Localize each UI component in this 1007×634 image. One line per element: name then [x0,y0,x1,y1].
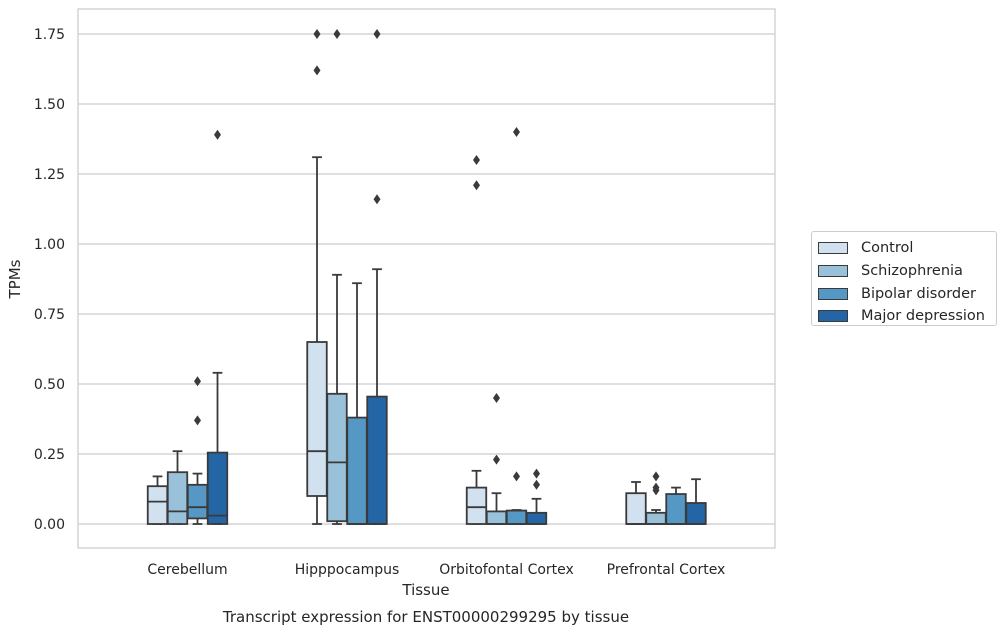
box-control [146,475,169,525]
outlier-point [513,127,520,137]
box-bipolar-disorder [346,282,368,525]
box-schizophrenia [326,29,348,525]
y-tick-label: 0.00 [34,517,65,533]
box-iqr [166,471,189,525]
chart-title: Transcript expression for ENST0000029929… [222,608,629,626]
outlier-point [533,479,540,490]
box-iqr [505,509,528,525]
legend-item: Major depression [818,305,990,328]
box-iqr [485,510,508,525]
box-iqr [366,395,388,525]
x-tick-label: Orbitofontal Cortex [439,562,574,578]
y-gridlines [78,33,775,525]
y-tick-label: 1.00 [34,237,65,253]
box-plot-marks [146,29,707,525]
box-schizophrenia [166,450,189,525]
x-tick-label: Prefrontal Cortex [607,562,726,578]
box-iqr [625,492,647,525]
outlier-point [313,29,321,39]
y-tick-label: 0.75 [34,307,65,323]
y-tick-label: 1.75 [34,27,65,43]
y-tick-label: 0.50 [34,377,65,393]
legend-item: Bipolar disorder [818,282,990,305]
box-major-depression [206,129,229,525]
outlier-point [194,376,201,387]
legend-swatch [818,287,848,300]
outlier-point [473,180,480,191]
box-bipolar-disorder [186,376,209,525]
legend-label: Control [861,240,914,257]
outlier-point [373,194,381,205]
box-control [306,29,328,525]
box-iqr [465,486,488,525]
box-control [465,155,488,525]
outlier-point [313,65,321,76]
y-tick-label: 0.25 [34,447,65,463]
legend-label: Major depression [861,308,985,325]
outlier-point [333,29,341,39]
box-iqr [346,416,368,525]
box-schizophrenia [485,393,508,525]
outlier-point [473,155,480,165]
outlier-point [533,468,540,479]
box-iqr [326,392,348,523]
y-axis-label: TPMs [6,259,24,299]
legend-swatch [818,265,848,278]
outlier-point [214,129,221,140]
legend-item: Control [818,237,990,260]
outlier-point [513,471,520,482]
y-tick-labels: 0.00 0.25 0.50 0.75 1.00 1.25 1.50 1.75 [34,27,65,533]
box-iqr [206,451,229,525]
outlier-point [652,471,660,482]
box-iqr [186,483,209,520]
box-iqr [665,493,687,525]
y-tick-label: 1.25 [34,167,65,183]
outlier-point [194,415,201,426]
plot-frame [77,8,776,549]
box-bipolar-disorder [505,127,528,525]
box-major-depression [685,478,707,525]
x-tick-label: Hipppocampus [295,562,400,578]
legend-swatch [818,242,848,255]
outlier-point [652,482,660,493]
box-schizophrenia [645,471,667,525]
box-iqr [525,511,548,525]
legend-label: Schizophrenia [861,263,963,280]
legend-label: Bipolar disorder [861,285,976,302]
box-bipolar-disorder [665,486,687,525]
box-iqr [306,341,328,497]
outlier-point [493,393,500,403]
box-control [625,481,647,525]
box-iqr [685,502,707,525]
legend: Control Schizophrenia Bipolar disorder Majo… [811,231,997,326]
box-major-depression [525,468,548,525]
legend-swatch [818,310,848,323]
outlier-point [493,454,500,465]
legend-item: Schizophrenia [818,260,990,283]
x-axis-label: Tissue [401,581,449,599]
y-tick-label: 1.50 [34,97,65,113]
box-major-depression [366,29,388,525]
box-iqr [146,485,169,525]
box-iqr [645,511,667,525]
x-tick-label: Cerebellum [147,562,227,578]
x-tick-labels: Cerebellum Hipppocampus Orbitofontal Corte… [147,562,725,578]
outlier-point [373,29,381,39]
